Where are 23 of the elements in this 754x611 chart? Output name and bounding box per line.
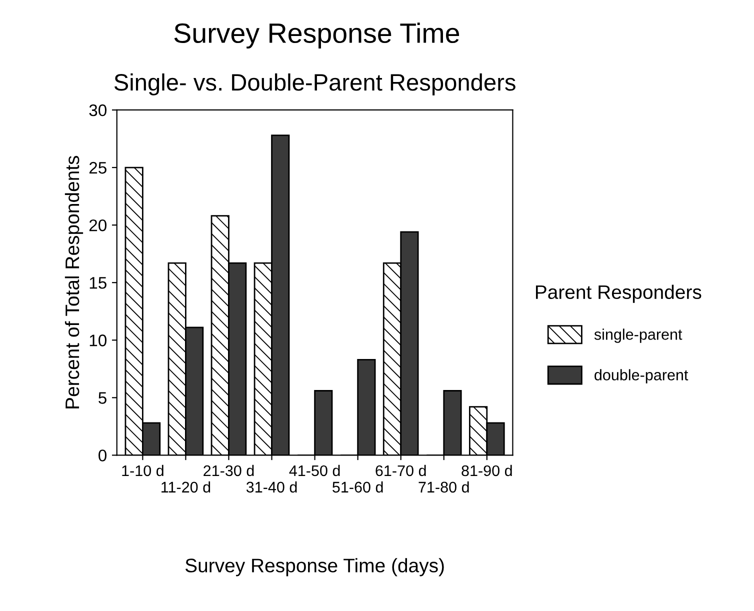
legend-title: Parent Responders — [536, 284, 702, 303]
x-tick-label: 21-30 d — [204, 464, 254, 476]
x-axis-title: Survey Response Time (days) — [185, 558, 444, 576]
legend-label: single-parent — [594, 328, 682, 343]
y-tick-label: 10 — [90, 334, 106, 346]
y-tick-label: 0 — [98, 450, 106, 462]
x-tick-label: 11-20 d — [162, 481, 210, 493]
x-tick-label: 31-40 d — [246, 481, 297, 493]
y-axis-title: Percent of Total Respondents — [64, 156, 84, 408]
y-tick-label: 5 — [98, 392, 106, 404]
legend-label: double-parent — [594, 369, 688, 384]
x-tick-label: 41-50 d — [289, 464, 340, 476]
y-tick-label: 30 — [89, 104, 106, 116]
y-tick-label: 15 — [90, 277, 106, 289]
x-tick-label: 71-80 d — [418, 481, 469, 493]
x-tick-label: 61-70 d — [376, 464, 426, 476]
chart-title: Survey Response Time — [174, 22, 460, 49]
x-tick-label: 81-90 d — [462, 464, 512, 476]
y-tick-label: 25 — [89, 162, 106, 174]
x-tick-label: 51-60 d — [332, 481, 383, 493]
y-tick-label: 20 — [89, 219, 106, 232]
chart-subtitle: Single- vs. Double-Parent Responders — [114, 73, 516, 96]
x-tick-label: 1-10 d — [122, 464, 164, 476]
